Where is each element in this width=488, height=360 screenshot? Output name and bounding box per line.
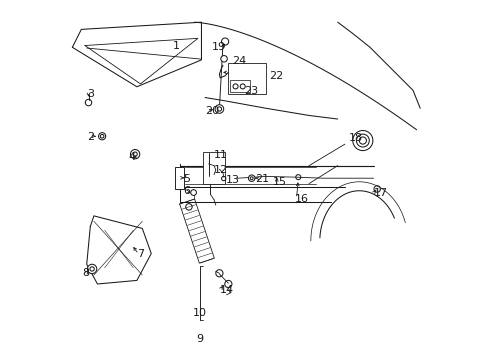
Text: 10: 10 <box>192 308 206 318</box>
Circle shape <box>87 264 97 274</box>
FancyBboxPatch shape <box>230 80 249 93</box>
Text: 15: 15 <box>273 177 286 187</box>
Text: 24: 24 <box>231 56 245 66</box>
Text: 13: 13 <box>225 175 239 185</box>
Text: 7: 7 <box>137 248 144 258</box>
Text: 8: 8 <box>82 268 89 278</box>
Text: 11: 11 <box>214 150 227 160</box>
FancyBboxPatch shape <box>175 167 183 189</box>
Text: 4: 4 <box>128 152 135 162</box>
Text: 23: 23 <box>244 86 258 96</box>
Text: 14: 14 <box>219 285 233 296</box>
Text: 21: 21 <box>255 174 269 184</box>
Circle shape <box>215 105 223 113</box>
Text: 20: 20 <box>204 106 219 116</box>
Text: 1: 1 <box>172 41 180 50</box>
Text: 18: 18 <box>348 133 362 143</box>
Text: 16: 16 <box>294 194 308 204</box>
Text: 5: 5 <box>183 174 189 184</box>
Text: 2: 2 <box>86 132 94 142</box>
Text: 22: 22 <box>269 71 283 81</box>
Text: 17: 17 <box>373 188 387 198</box>
Text: 6: 6 <box>183 186 189 197</box>
Circle shape <box>352 131 372 150</box>
Circle shape <box>221 55 227 62</box>
Text: 9: 9 <box>196 333 203 343</box>
FancyBboxPatch shape <box>203 152 225 184</box>
Text: 3: 3 <box>86 89 94 99</box>
Circle shape <box>240 84 244 89</box>
Circle shape <box>99 133 105 140</box>
Circle shape <box>130 149 140 159</box>
FancyBboxPatch shape <box>228 63 265 94</box>
Circle shape <box>233 84 238 89</box>
Circle shape <box>221 38 228 45</box>
Circle shape <box>248 175 254 181</box>
Text: 19: 19 <box>211 42 225 52</box>
Text: 12: 12 <box>214 165 228 175</box>
